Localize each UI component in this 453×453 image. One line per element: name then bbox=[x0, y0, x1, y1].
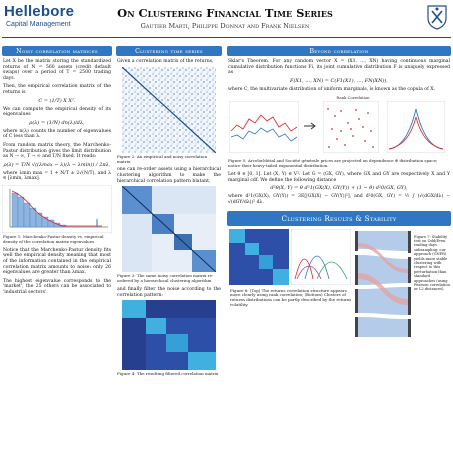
figure-6-volatility-clusters bbox=[291, 228, 351, 285]
paragraph-7: Notice that the Marchenko-Pastur density… bbox=[3, 247, 111, 276]
section-title-clustering: Clustering time series bbox=[116, 46, 222, 56]
figure-4-filtered-matrix bbox=[122, 300, 216, 371]
figure-5-timeseries bbox=[229, 101, 299, 154]
clustering-p2: one can re-order assets using a hierarch… bbox=[117, 167, 221, 184]
distance-where: where d²1(GX(X), GY(Y)) = 3E[|GX(X) − GY… bbox=[228, 194, 450, 205]
paragraph-8: The highest eigenvalue corresponds to th… bbox=[3, 278, 111, 295]
column-noisy-correlation: Noisy correlation matrices Let X be the … bbox=[2, 46, 112, 295]
rank-correlation-label: Rank Correlation bbox=[336, 95, 370, 101]
figure-3-caption: Figure 3: The same noisy correlation mat… bbox=[117, 273, 214, 284]
paragraph-4: where n(λ) counts the number of eigenval… bbox=[3, 128, 111, 140]
figure-1-histogram bbox=[2, 184, 112, 233]
equation-distance: d²θ(X, Y) = θ d²1(GX(X), GY(Y)) + (1 − θ… bbox=[270, 185, 408, 192]
figure-2-caption: Figure 2: An empirical and noisy correla… bbox=[117, 153, 208, 164]
figure-5-caption: Figure 5: ArcelorMittal and Société géné… bbox=[228, 158, 438, 169]
figure-5-scatter bbox=[323, 101, 379, 154]
distance-definition: Let θ ∈ [0, 1]. Let (X, Y) ∈ V². Let G =… bbox=[228, 172, 450, 183]
section-title-beyond: Beyond correlation bbox=[227, 46, 451, 56]
figure-7-caption: Figure 7: Stability test on Odd/Even tra… bbox=[414, 234, 450, 292]
intro-text: Let X be the matrix storing the standard… bbox=[3, 59, 111, 81]
paragraph-2: Then, the empirical correlation matrix o… bbox=[3, 84, 111, 95]
sklar-copula-text: where C, the multivariate distribution o… bbox=[228, 86, 435, 92]
equation-density: ρ(λ) = (1/N) dn(λ)/dλ, bbox=[29, 119, 85, 126]
figure-7-sankey bbox=[355, 228, 411, 341]
arrow-icon bbox=[304, 122, 316, 130]
sklar-theorem: Sklar's Theorem. For any random vector X… bbox=[228, 59, 450, 76]
figure-6-rank-matrix bbox=[229, 228, 289, 285]
column-beyond-correlation: Beyond correlation Sklar's Theorem. For … bbox=[227, 46, 451, 347]
clustering-p3: and finally filter the noise according t… bbox=[117, 287, 221, 298]
section-title-results: Clustering Results & Stability bbox=[227, 210, 451, 226]
clustering-p1: Given a correlation matrix of the return… bbox=[117, 59, 214, 64]
university-crest-icon bbox=[427, 5, 447, 30]
poster-authors: Gautier Marti, Philippe Donnat and Frank… bbox=[140, 22, 310, 30]
equation-correlation: C = (1/T) X Xᵀ. bbox=[38, 97, 76, 104]
column-clustering: Clustering time series Given a correlati… bbox=[116, 46, 222, 379]
figure-5-distribution bbox=[387, 101, 445, 154]
poster-title: On Clustering Financial Time Series bbox=[117, 6, 333, 20]
section-title-noisy: Noisy correlation matrices bbox=[2, 46, 112, 56]
paragraph-6: where λmin max = 1 + N/T ± 2√(N/T), and … bbox=[3, 170, 111, 182]
header-divider bbox=[2, 37, 451, 38]
equation-sklar: F(X1, ..., XN) = C(F1(X1), ..., FN(XN)), bbox=[290, 77, 388, 84]
brand-subtitle: Capital Management bbox=[6, 21, 71, 28]
figure-6-caption: Figure 6: (Top) The returns correlation … bbox=[230, 287, 352, 308]
figure-4-caption: Figure 4: The resulting filtered correla… bbox=[117, 371, 219, 377]
brand-logo: Hellebore bbox=[4, 3, 75, 20]
paragraph-3: We can compute the empirical density of … bbox=[3, 106, 111, 118]
equation-marchenko: ρ(λ) = T/N √((λmax − λ)(λ − λmin)) / 2πλ… bbox=[3, 161, 111, 168]
figure-5-panel: Rank Correlation bbox=[227, 95, 451, 157]
figure-2-noisy-matrix bbox=[122, 66, 216, 153]
results-panel: Figure 6: (Top) The returns correlation … bbox=[227, 228, 451, 347]
figure-3-reordered-matrix bbox=[122, 186, 216, 273]
paragraph-5: From random matrix theory, the Marchenko… bbox=[3, 142, 111, 160]
figure-1-caption: Figure 1: Marchenko-Pastur density vs. e… bbox=[3, 233, 104, 244]
